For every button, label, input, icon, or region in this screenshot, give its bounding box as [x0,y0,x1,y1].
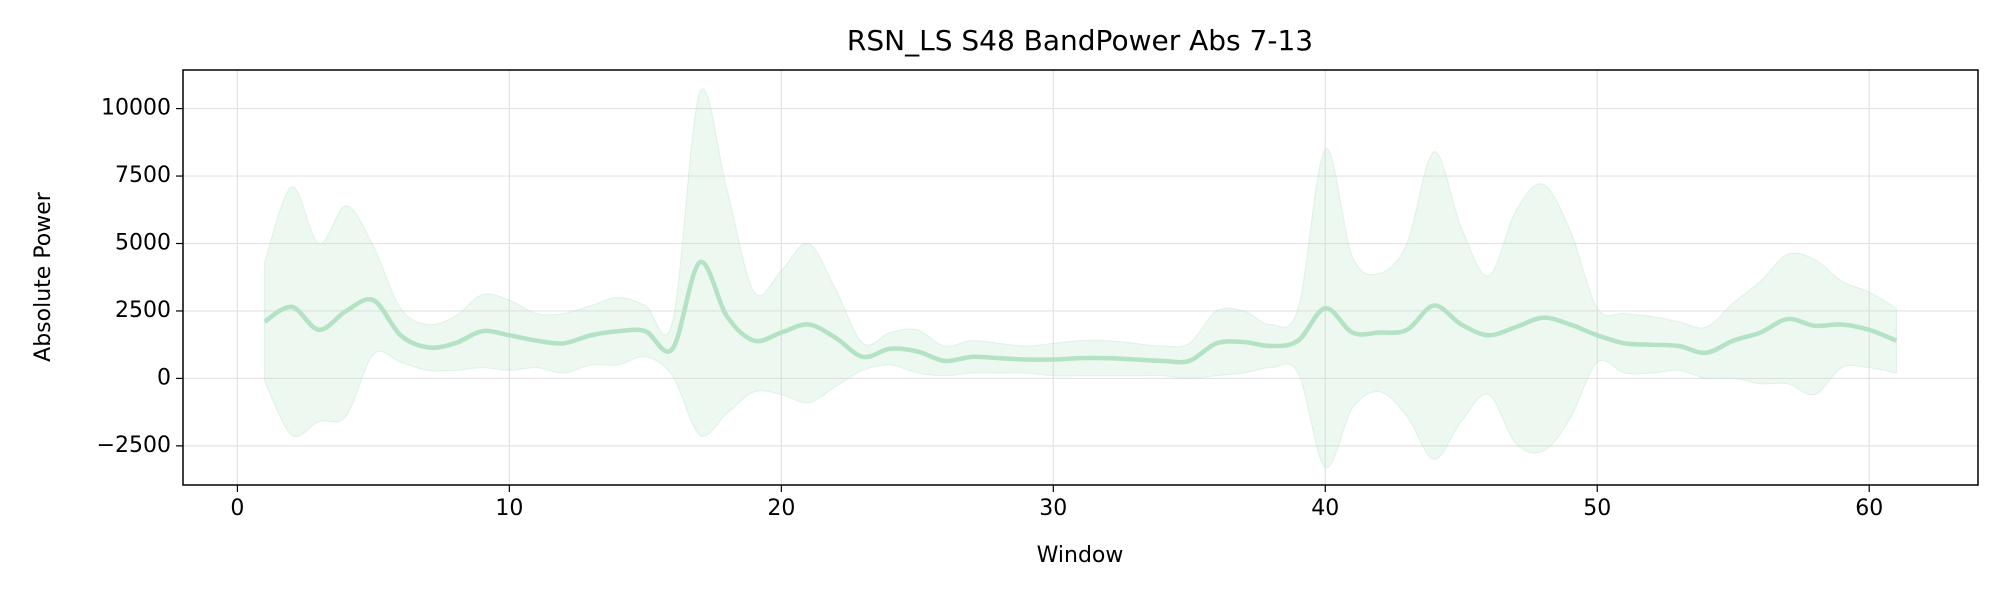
x-tick-label: 20 [767,496,795,521]
y-tick-label: 7500 [115,163,171,188]
y-tick-label: 2500 [115,298,171,323]
x-tick-label: 0 [230,496,244,521]
y-axis-label: Absolute Power [31,191,56,362]
x-axis-label: Window [1037,543,1124,568]
line [263,260,1898,365]
plot-frame [182,69,1979,486]
band [264,88,1897,468]
y-tick-label: 5000 [115,231,171,256]
x-tick-label: 10 [495,496,523,521]
x-tick-label: 30 [1039,496,1067,521]
x-tick-label: 40 [1311,496,1339,521]
y-tick-label: 0 [157,365,171,390]
x-tick-label: 60 [1855,496,1883,521]
x-tick-label: 50 [1583,496,1611,521]
chart-title: RSN_LS S48 BandPower Abs 7-13 [847,24,1313,57]
y-tick-label: 10000 [101,96,171,121]
y-tick-label: −2500 [97,433,171,458]
